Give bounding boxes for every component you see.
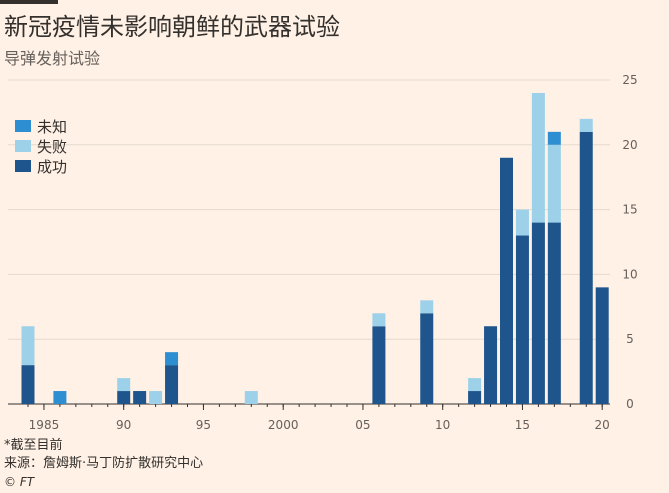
bar-segment bbox=[579, 131, 593, 404]
bar-segment bbox=[21, 365, 35, 404]
bar-segment bbox=[547, 144, 561, 223]
bar-segment bbox=[420, 313, 434, 404]
bar-segment bbox=[244, 391, 258, 404]
legend-swatch-unknown bbox=[15, 120, 31, 132]
top-accent-bar bbox=[0, 0, 58, 4]
bar-segment bbox=[515, 209, 529, 236]
bar-segment bbox=[117, 378, 131, 392]
bar-segment bbox=[53, 391, 67, 404]
legend: 未知 失败 成功 bbox=[15, 116, 67, 176]
y-tick-label: 25 bbox=[622, 73, 637, 87]
legend-item-unknown: 未知 bbox=[15, 116, 67, 136]
x-tick-label: 95 bbox=[196, 418, 211, 432]
x-tick-label: 90 bbox=[116, 418, 131, 432]
copyright: © FT bbox=[4, 475, 35, 489]
legend-label-success: 成功 bbox=[37, 157, 68, 176]
chart-title: 新冠疫情未影响朝鲜的武器试验 bbox=[4, 13, 340, 41]
bar-segment bbox=[117, 391, 131, 404]
y-tick-label: 20 bbox=[622, 138, 637, 152]
x-tick-label: 10 bbox=[435, 418, 450, 432]
bar-segment bbox=[547, 222, 561, 404]
bar-segment bbox=[515, 235, 529, 404]
chart-subtitle: 导弹发射试验 bbox=[4, 49, 101, 68]
bar-segment bbox=[468, 378, 482, 392]
bar-segment bbox=[531, 92, 545, 223]
legend-label-unknown: 未知 bbox=[37, 117, 68, 136]
y-tick-label: 5 bbox=[626, 332, 634, 346]
bar-segment bbox=[372, 326, 386, 404]
x-tick-label: 15 bbox=[515, 418, 530, 432]
bar-segment bbox=[372, 313, 386, 327]
x-tick-label: 05 bbox=[355, 418, 370, 432]
bar-segment bbox=[484, 326, 498, 404]
bar-segment bbox=[21, 326, 35, 366]
y-tick-label: 0 bbox=[626, 397, 634, 411]
legend-swatch-failure bbox=[15, 140, 31, 152]
bar-segment bbox=[165, 365, 179, 404]
y-tick-label: 15 bbox=[622, 203, 637, 217]
legend-swatch-success bbox=[15, 160, 31, 172]
legend-label-failure: 失败 bbox=[37, 137, 68, 156]
x-tick-label: 2000 bbox=[268, 418, 299, 432]
bar-segment bbox=[500, 157, 513, 404]
bar-segment bbox=[420, 300, 434, 314]
legend-item-failure: 失败 bbox=[15, 136, 67, 156]
bar-segment bbox=[595, 287, 609, 404]
bar-segment bbox=[468, 391, 482, 404]
y-tick-label: 10 bbox=[622, 267, 637, 281]
bar-segment bbox=[133, 391, 147, 404]
bar-segment bbox=[149, 391, 163, 404]
bar-segment bbox=[579, 118, 593, 132]
source-note: 来源：詹姆斯·马丁防扩散研究中心 bbox=[4, 456, 204, 471]
legend-item-success: 成功 bbox=[15, 156, 67, 176]
footnote: *截至目前 bbox=[4, 438, 63, 453]
bar-segment bbox=[531, 222, 545, 404]
bar-segment bbox=[547, 131, 561, 145]
x-tick-label: 1985 bbox=[29, 418, 60, 432]
x-tick-label: 20 bbox=[595, 418, 610, 432]
bar-segment bbox=[165, 352, 179, 366]
